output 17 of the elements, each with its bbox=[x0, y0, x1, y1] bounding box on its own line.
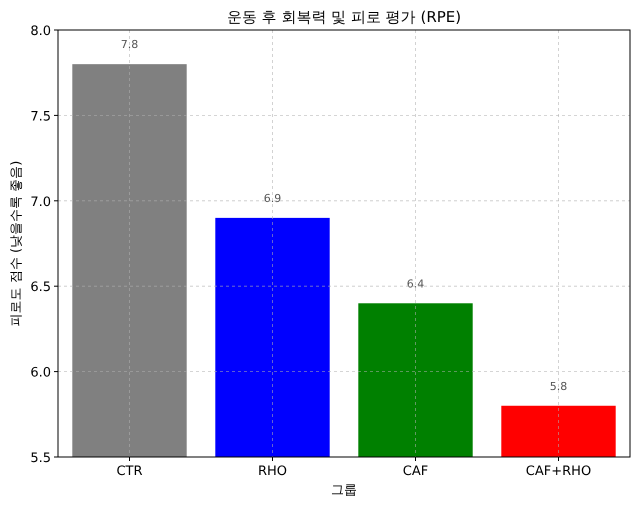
chart-title: 운동 후 회복력 및 피로 평가 (RPE) bbox=[226, 8, 462, 26]
y-tick-label: 8.0 bbox=[30, 24, 51, 39]
data-label: 5.8 bbox=[550, 380, 568, 393]
data-label: 6.9 bbox=[264, 192, 282, 205]
y-tick-label: 7.5 bbox=[30, 109, 51, 124]
y-tick-label: 6.0 bbox=[30, 366, 51, 381]
x-tick-label: CTR bbox=[116, 464, 143, 479]
x-tick-label: CAF bbox=[402, 464, 428, 479]
data-label: 6.4 bbox=[406, 277, 424, 290]
x-axis-title: 그룹 bbox=[331, 483, 357, 498]
y-axis-title: 피로도 점수 (낮을수록 좋음) bbox=[9, 160, 24, 326]
x-tick-label: RHO bbox=[258, 464, 288, 479]
x-tick-label: CAF+RHO bbox=[526, 464, 592, 479]
y-tick-label: 6.5 bbox=[30, 280, 51, 296]
y-tick-label: 5.5 bbox=[30, 451, 51, 466]
data-label: 7.8 bbox=[120, 38, 138, 52]
y-tick-label: 7.0 bbox=[30, 194, 51, 210]
